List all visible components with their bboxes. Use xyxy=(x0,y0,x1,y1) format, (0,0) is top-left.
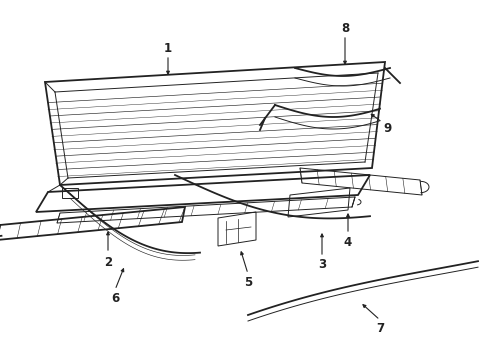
Text: 4: 4 xyxy=(344,235,352,248)
Text: 1: 1 xyxy=(164,41,172,54)
Text: 6: 6 xyxy=(111,292,119,305)
Text: 9: 9 xyxy=(384,122,392,135)
Text: 7: 7 xyxy=(376,321,384,334)
Text: 8: 8 xyxy=(341,22,349,35)
Text: 2: 2 xyxy=(104,256,112,269)
Text: 5: 5 xyxy=(244,275,252,288)
Text: 3: 3 xyxy=(318,258,326,271)
